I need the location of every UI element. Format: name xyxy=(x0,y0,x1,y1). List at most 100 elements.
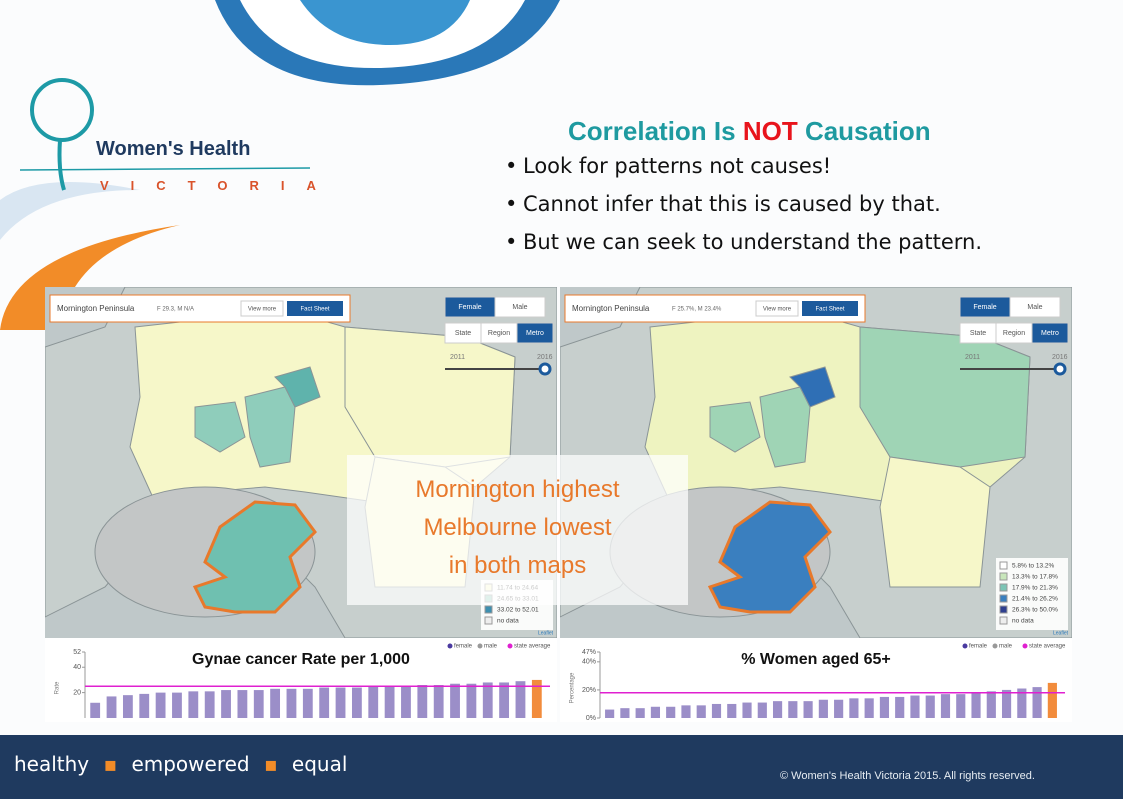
legend-label: 5.8% to 13.2% xyxy=(1012,563,1054,570)
legend-swatch xyxy=(999,594,1008,603)
swirl xyxy=(0,182,140,240)
legend-swatch xyxy=(484,616,493,625)
title-text: Correlation Is xyxy=(568,116,743,146)
bar xyxy=(122,695,133,718)
toggle-label: Metro xyxy=(526,330,544,337)
year-label: 2016 xyxy=(537,354,553,361)
y-tick-label: 20 xyxy=(73,689,81,696)
legend-swatch xyxy=(999,616,1008,625)
toggle-label: State xyxy=(970,330,986,337)
region xyxy=(789,366,836,408)
map-panel: Mornington Peninsula F 29.3, M N/A View mo… xyxy=(45,287,557,722)
chart-legend-label: state average xyxy=(1029,644,1066,650)
bar xyxy=(727,703,737,718)
toggle[interactable] xyxy=(494,296,546,318)
region xyxy=(859,326,1031,468)
bar xyxy=(757,702,767,718)
bar xyxy=(106,696,117,718)
bar xyxy=(188,691,199,718)
bar xyxy=(270,688,281,718)
bar xyxy=(172,692,182,718)
legend-dot xyxy=(477,643,483,649)
region xyxy=(194,401,246,453)
legend-swatch xyxy=(484,605,493,614)
legend-dot xyxy=(992,643,998,649)
place-name: Mornington Peninsula xyxy=(57,304,135,313)
y-tick-label: 47% xyxy=(582,649,596,656)
place-stat: F 29.3, M N/A xyxy=(157,307,194,313)
bar xyxy=(879,696,890,718)
bar xyxy=(986,691,996,718)
footer-word: equal xyxy=(291,752,348,776)
overlay-line: Melbourne lowest xyxy=(423,514,612,541)
bar xyxy=(788,701,798,718)
logo-sub: VICTORIA xyxy=(100,178,338,193)
y-tick-label: 40 xyxy=(73,664,81,671)
bar xyxy=(635,708,645,718)
bar xyxy=(772,701,783,718)
chart-area xyxy=(560,638,1072,722)
bar xyxy=(221,690,231,718)
bar xyxy=(335,687,346,718)
title-text: Causation xyxy=(797,116,931,146)
toggle[interactable] xyxy=(516,322,554,344)
footer-word: healthy xyxy=(14,752,90,776)
button[interactable] xyxy=(802,301,858,316)
bar xyxy=(620,708,630,718)
bar xyxy=(605,709,615,718)
year-label: 2011 xyxy=(965,354,980,361)
legend-label: no data xyxy=(1012,618,1034,625)
bar xyxy=(1032,687,1042,718)
bar xyxy=(368,686,379,718)
toggle[interactable] xyxy=(1009,296,1061,318)
button[interactable] xyxy=(755,300,799,317)
legend-swatch xyxy=(999,605,1008,614)
slide-title: Correlation Is NOT Causation xyxy=(568,116,931,147)
bar xyxy=(910,695,920,718)
bar xyxy=(515,681,526,718)
bar xyxy=(711,703,722,718)
button[interactable] xyxy=(287,301,343,316)
bar xyxy=(450,683,460,718)
mornington-region xyxy=(707,500,832,614)
bar xyxy=(302,688,313,718)
bar xyxy=(384,686,395,718)
slider-handle[interactable] xyxy=(1053,362,1067,376)
bar xyxy=(466,683,477,718)
button-label: View more xyxy=(763,307,792,313)
bar xyxy=(204,691,215,718)
swirl xyxy=(300,0,470,45)
toggle-label: Metro xyxy=(1041,330,1059,337)
legend-dot xyxy=(447,643,453,649)
slider-handle[interactable] xyxy=(538,362,552,376)
bar xyxy=(940,694,951,718)
bar xyxy=(401,686,411,718)
bar xyxy=(696,705,706,718)
legend-box xyxy=(996,558,1068,630)
overlay-note: Mornington highest Melbourne lowest in b… xyxy=(347,455,688,605)
button-label: View more xyxy=(248,307,277,313)
bullet-text: Cannot infer that this is caused by that… xyxy=(523,192,941,216)
legend-label: 33.02 to 52.01 xyxy=(497,607,539,614)
region xyxy=(274,366,321,408)
toggle-label: Male xyxy=(1027,304,1042,311)
region xyxy=(879,456,991,588)
bar xyxy=(531,679,542,718)
region xyxy=(344,326,516,468)
y-tick-label: 40% xyxy=(582,659,596,666)
bullet-text: Look for patterns not causes! xyxy=(523,154,832,178)
chart-legend-label: male xyxy=(999,644,1013,650)
place-name: Mornington Peninsula xyxy=(572,304,650,313)
legend-label: 17.9% to 21.3% xyxy=(1012,585,1058,592)
y-tick-label: 52 xyxy=(73,649,81,656)
place-stat: F 25.7%, M 23.4% xyxy=(672,307,722,313)
bar xyxy=(895,696,905,718)
button[interactable] xyxy=(240,300,284,317)
bar xyxy=(139,693,150,718)
toggle[interactable] xyxy=(1031,322,1069,344)
bar xyxy=(742,702,752,718)
legend-dot xyxy=(1022,643,1028,649)
chart-legend-label: state average xyxy=(514,644,551,650)
legend-dot xyxy=(962,643,968,649)
footer-words: healthy ▪ empowered ▪ equal xyxy=(14,752,348,776)
